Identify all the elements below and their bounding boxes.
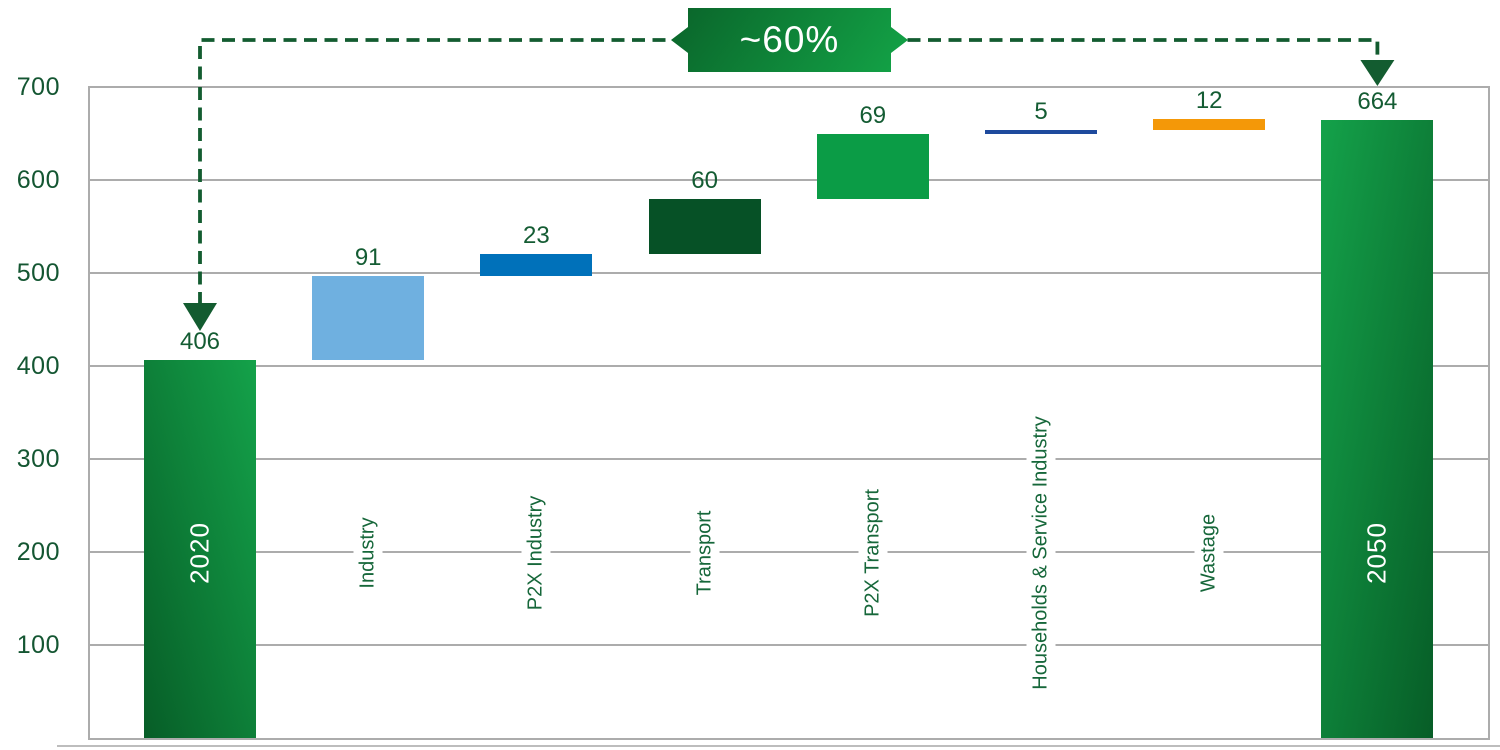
- y-axis-tick-label: 500: [16, 259, 60, 287]
- bar-2020: [144, 360, 256, 738]
- dashed-connector-right: [907, 38, 1380, 61]
- gridline: [88, 272, 1490, 274]
- value-label: 406: [179, 328, 221, 356]
- value-label: 60: [691, 166, 718, 194]
- growth-badge-label: ~60%: [739, 19, 840, 60]
- y-axis-tick-label: 100: [16, 631, 60, 659]
- gridline: [88, 179, 1490, 181]
- bar-wastage: [1153, 118, 1266, 130]
- value-label: 12: [1195, 86, 1223, 114]
- bar-2050: [1321, 120, 1434, 738]
- gridline: [88, 365, 1490, 367]
- gridline: [88, 86, 1490, 88]
- plot-border-right: [1488, 87, 1490, 738]
- plot-border-left: [88, 87, 90, 738]
- bar-industry: [312, 275, 425, 361]
- gridline: [88, 551, 1490, 553]
- gridline: [88, 644, 1490, 646]
- bar-transport: [648, 198, 761, 255]
- arrowhead-left: [183, 303, 217, 331]
- bar-p2x-industry: [480, 254, 593, 276]
- value-label: 5: [1034, 97, 1048, 125]
- bar-households-service-industry: [985, 129, 1097, 135]
- bar-p2x-transport: [816, 134, 929, 199]
- x-axis-line: [88, 738, 1490, 740]
- y-axis-tick-label: 200: [16, 538, 60, 566]
- y-axis-tick-label: 400: [16, 352, 60, 380]
- dashed-connector-left: [198, 38, 671, 305]
- y-axis-tick-label: 600: [16, 166, 60, 194]
- y-axis-tick-label: 300: [16, 445, 60, 473]
- gridline: [88, 458, 1490, 460]
- arrowhead-right: [1360, 60, 1395, 86]
- value-label: 23: [523, 222, 550, 250]
- value-label: 664: [1357, 88, 1398, 116]
- value-label: 69: [859, 102, 887, 130]
- growth-badge: ~60%: [671, 8, 908, 72]
- chart-bottom-rule: [57, 745, 1500, 747]
- value-label: 91: [354, 243, 382, 271]
- y-axis-tick-label: 700: [16, 73, 60, 101]
